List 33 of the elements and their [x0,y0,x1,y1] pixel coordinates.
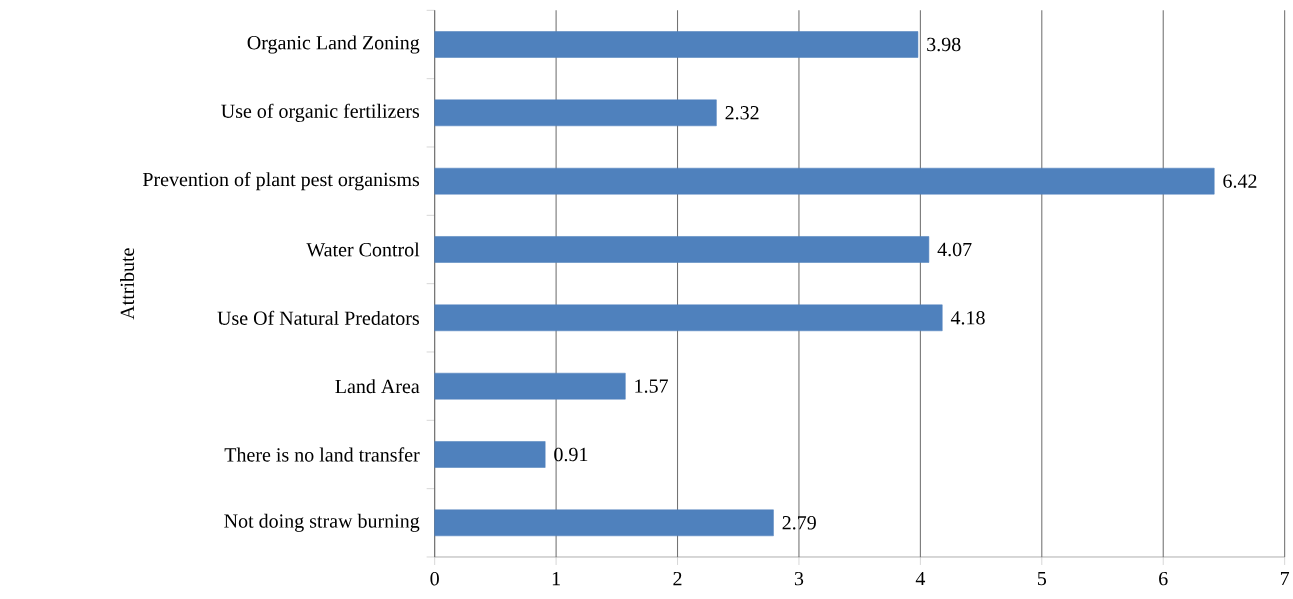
x-tick-label: 1 [552,571,560,586]
data-label: 2.32 [725,106,759,120]
y-axis-title: Attribute [120,248,135,320]
bar [434,167,1215,195]
data-label: 4.18 [950,311,985,325]
x-tick-label: 6 [1159,571,1168,586]
y-tick-label: Prevention of plant pest organisms [142,171,420,191]
bar [434,236,930,263]
data-label: 1.57 [635,379,668,393]
y-tick-label: Use Of Natural Predators [217,310,419,325]
x-tick-label: 0 [430,571,439,586]
x-tick-label: 7 [1280,571,1290,586]
data-label: 2.79 [782,516,816,530]
y-tick-label: Water Control [306,242,420,257]
bar [434,31,919,58]
y-tick-label: There is no land transfer [224,447,420,462]
x-tick-label: 2 [673,571,682,586]
y-tick-label: Land Area [335,379,420,394]
y-tick-label: Organic Land Zoning [247,35,420,54]
data-label: 0.91 [554,447,588,462]
x-tick-label: 5 [1037,571,1047,586]
x-tick-label: 4 [915,571,926,586]
data-label: 3.98 [927,37,961,52]
data-label: 4.07 [937,242,972,257]
bar [434,372,626,400]
y-tick-label: Use of organic fertilizers [221,103,420,123]
bar [434,441,546,468]
bar [434,304,943,332]
bar [434,509,774,537]
data-label: 6.42 [1223,174,1257,188]
y-tick-label: Not doing straw burning [224,513,420,532]
bar [434,99,717,127]
x-tick-label: 3 [794,571,804,586]
